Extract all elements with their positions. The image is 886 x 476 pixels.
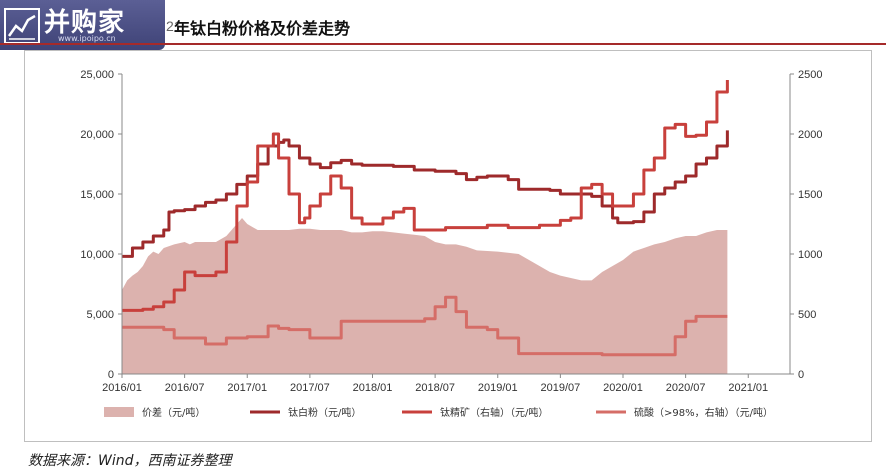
series-line-ilmenite xyxy=(122,80,729,312)
x-tick-label: 2016/07 xyxy=(165,382,205,394)
right-tick-label: 500 xyxy=(798,309,816,321)
legend-label: 硫酸（>98%，右轴）（元/吨） xyxy=(634,406,773,419)
right-tick-label: 2500 xyxy=(798,69,822,81)
left-tick-label: 0 xyxy=(108,369,114,381)
series-line-sulfuric xyxy=(122,295,728,357)
x-tick-label: 2020/07 xyxy=(666,382,706,394)
left-tick-label: 20,000 xyxy=(80,129,114,141)
right-tick-label: 1500 xyxy=(798,189,822,201)
x-tick-label: 2017/01 xyxy=(227,382,267,394)
site-logo: 并购家 www.ipoipo.cn xyxy=(0,0,165,50)
x-tick-label: 2021/01 xyxy=(728,382,768,394)
legend-label: 价差（元/吨） xyxy=(142,406,205,419)
x-tick-label: 2019/07 xyxy=(540,382,580,394)
left-tick-label: 10,000 xyxy=(80,249,114,261)
right-tick-label: 0 xyxy=(798,369,804,381)
right-tick-label: 1000 xyxy=(798,249,822,261)
x-tick-label: 2018/01 xyxy=(353,382,393,394)
x-tick-label: 2017/07 xyxy=(290,382,330,394)
series-line-titanium xyxy=(122,130,729,258)
legend-label: 钛精矿（右轴）（元/吨） xyxy=(440,406,548,419)
x-tick-label: 2020/01 xyxy=(603,382,643,394)
x-tick-label: 2016/01 xyxy=(102,382,142,394)
x-tick-label: 2019/01 xyxy=(478,382,518,394)
x-tick-label: 2018/07 xyxy=(415,382,455,394)
legend-swatch-spread xyxy=(104,407,134,417)
left-tick-label: 25,000 xyxy=(80,69,114,81)
source-note: 数据来源：Wind，西南证券整理 xyxy=(28,453,232,469)
chart-frame xyxy=(24,50,872,442)
figure-number: 21 xyxy=(166,18,182,34)
logo-url: www.ipoipo.cn xyxy=(58,34,116,43)
legend-label: 钛白粉（元/吨） xyxy=(288,406,361,419)
right-tick-label: 2000 xyxy=(798,129,822,141)
header-rule xyxy=(0,43,886,45)
chart-title: 年钛白粉价格及价差走势 xyxy=(174,19,351,38)
series-area-spread xyxy=(122,218,728,374)
left-tick-label: 5,000 xyxy=(86,309,114,321)
logo-text: 并购家 xyxy=(44,8,126,38)
left-tick-label: 15,000 xyxy=(80,189,114,201)
